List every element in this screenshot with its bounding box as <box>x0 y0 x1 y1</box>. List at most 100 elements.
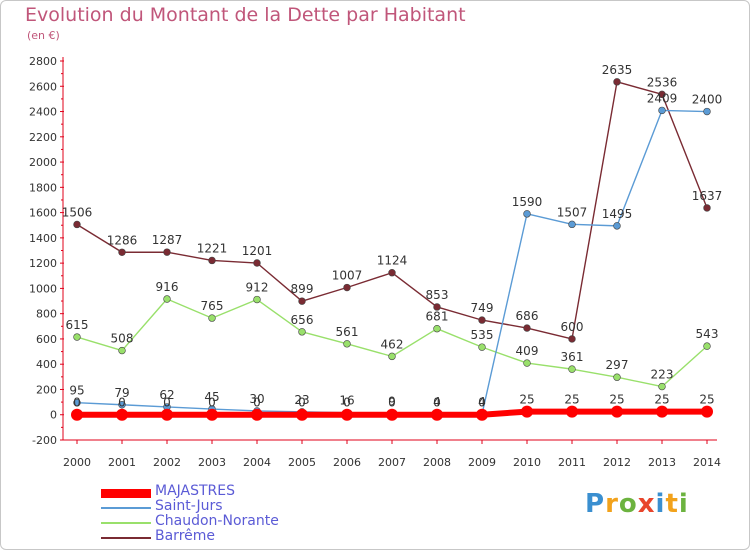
logo-letter: r <box>605 489 619 519</box>
data-label-majastres: 0 <box>298 396 306 410</box>
data-label-saint-jurs: 1495 <box>602 207 633 221</box>
y-tick-label: 2400 <box>29 106 57 119</box>
x-tick-label: 2010 <box>513 456 541 469</box>
data-point-barr-me <box>163 248 171 256</box>
data-point-majastres <box>296 408 308 421</box>
y-tick-label: -200 <box>32 434 57 447</box>
data-point-chaudon-norante <box>208 314 216 322</box>
y-tick-label: 2200 <box>29 131 57 144</box>
data-label-chaudon-norante: 615 <box>66 318 89 332</box>
x-tick-label: 2006 <box>333 456 361 469</box>
data-label-chaudon-norante: 561 <box>336 325 359 339</box>
data-point-chaudon-norante <box>163 295 171 303</box>
data-label-barr-me: 600 <box>561 320 584 334</box>
y-tick-label: 1400 <box>29 232 57 245</box>
data-point-saint-jurs <box>73 399 81 407</box>
data-point-chaudon-norante <box>523 359 531 367</box>
data-point-barr-me <box>253 259 261 267</box>
data-point-barr-me <box>568 335 576 343</box>
data-label-chaudon-norante: 535 <box>471 328 494 342</box>
x-tick-label: 2013 <box>648 456 676 469</box>
data-label-barr-me: 1221 <box>197 241 228 255</box>
data-point-saint-jurs <box>523 210 531 218</box>
y-tick-label: 200 <box>36 383 57 396</box>
x-tick-label: 2008 <box>423 456 451 469</box>
logo-letter: o <box>618 489 638 519</box>
data-point-barr-me <box>703 204 711 212</box>
logo-letter: P <box>585 489 606 519</box>
legend-label: Saint-Jurs <box>155 498 223 514</box>
data-point-majastres <box>251 408 263 421</box>
data-point-barr-me <box>613 78 621 86</box>
data-label-majastres: 0 <box>118 396 126 410</box>
data-label-majastres: 25 <box>654 393 669 407</box>
data-point-chaudon-norante <box>298 328 306 336</box>
data-labels: 0 0 0 0 0 0 0 0 0 0 25 25 25 25 25 95 79 62 45 30 23 16 9 4 4 159… <box>62 63 723 410</box>
data-point-barr-me <box>298 297 306 305</box>
data-point-chaudon-norante <box>343 340 351 348</box>
y-tick-label: 400 <box>36 358 57 371</box>
logo-letter: t <box>665 489 679 519</box>
data-label-chaudon-norante: 681 <box>426 310 449 324</box>
data-point-barr-me <box>208 256 216 265</box>
data-point-majastres <box>71 408 83 421</box>
y-tick-label: 800 <box>36 308 57 321</box>
data-label-saint-jurs: 16 <box>339 394 354 408</box>
x-tick-label: 2001 <box>108 456 136 469</box>
data-label-saint-jurs: 79 <box>114 386 129 400</box>
data-label-majastres: 0 <box>388 396 396 410</box>
data-label-saint-jurs: 30 <box>249 392 264 406</box>
data-point-majastres <box>431 408 443 421</box>
data-point-majastres <box>566 405 578 418</box>
data-label-saint-jurs: 23 <box>294 393 309 407</box>
data-point-chaudon-norante <box>388 352 396 361</box>
data-label-barr-me: 853 <box>426 288 449 302</box>
data-label-majastres: 25 <box>699 393 714 407</box>
data-point-barr-me <box>343 283 351 292</box>
data-point-barr-me <box>73 220 81 229</box>
data-point-majastres <box>521 405 533 418</box>
data-label-majastres: 0 <box>343 396 351 410</box>
data-point-chaudon-norante <box>568 365 576 373</box>
data-label-barr-me: 1637 <box>692 189 723 203</box>
data-label-majastres: 0 <box>73 396 81 410</box>
x-tick-label: 2003 <box>198 456 226 469</box>
data-label-chaudon-norante: 462 <box>381 337 404 351</box>
legend-label: Barrême <box>155 528 216 544</box>
data-point-saint-jurs <box>658 106 666 115</box>
data-point-majastres <box>611 405 623 418</box>
series-layer <box>71 78 713 421</box>
x-tick-label: 2012 <box>603 456 631 469</box>
data-label-barr-me: 899 <box>291 282 314 296</box>
data-label-barr-me: 1287 <box>152 233 183 247</box>
data-label-chaudon-norante: 916 <box>156 280 179 294</box>
y-tick-label: 1200 <box>29 257 57 270</box>
data-label-barr-me: 686 <box>516 309 539 323</box>
data-label-chaudon-norante: 912 <box>246 281 269 295</box>
y-tick-label: 1600 <box>29 207 57 220</box>
data-label-barr-me: 1201 <box>242 244 273 258</box>
data-point-majastres <box>116 408 128 421</box>
x-tick-label: 2000 <box>63 456 91 469</box>
y-tick-label: 1000 <box>29 282 57 295</box>
data-label-majastres: 25 <box>564 393 579 407</box>
data-label-majastres: 0 <box>478 396 486 410</box>
data-label-chaudon-norante: 409 <box>516 344 539 358</box>
data-label-barr-me: 1286 <box>107 233 138 247</box>
x-tick-label: 2004 <box>243 456 271 469</box>
data-point-barr-me <box>658 90 666 99</box>
data-point-chaudon-norante <box>658 382 666 391</box>
data-point-chaudon-norante <box>703 342 711 350</box>
x-tick-label: 2005 <box>288 456 316 469</box>
data-label-chaudon-norante: 223 <box>651 368 674 382</box>
y-tick-label: 1800 <box>29 181 57 194</box>
data-label-saint-jurs: 2400 <box>692 93 723 107</box>
data-point-barr-me <box>433 303 441 311</box>
x-tick-label: 2011 <box>558 456 586 469</box>
logo-letter: i <box>678 489 689 519</box>
data-point-saint-jurs <box>568 220 576 229</box>
y-tick-label: 2800 <box>29 55 57 68</box>
x-tick-label: 2002 <box>153 456 181 469</box>
data-label-barr-me: 1506 <box>62 205 93 219</box>
